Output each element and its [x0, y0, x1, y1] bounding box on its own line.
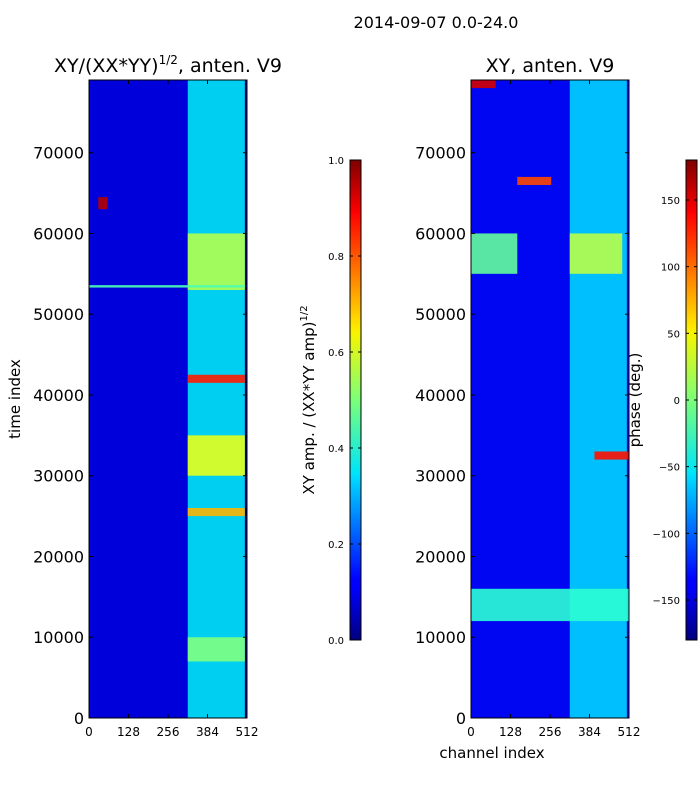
left-y-tick-label-4: 40000 [33, 386, 84, 405]
right-heatmap-band-4 [569, 233, 623, 274]
right-y-ticks: 0 10000 20000 30000 40000 50000 60000 70000 [415, 144, 629, 728]
left-heatmap-band-5 [187, 374, 245, 383]
left-x-tick-label-3: 384 [196, 725, 219, 739]
left-colorbar-tick-label-5: 1.0 [328, 156, 344, 167]
right-colorbar-tick-label-1: −100 [653, 529, 680, 540]
left-colorbar-tick-label-0: 0.0 [328, 636, 344, 647]
left-y-ticks: 0 10000 20000 30000 40000 50000 60000 70000 [33, 144, 247, 728]
right-x-tick-label-0: 0 [467, 725, 475, 739]
left-x-tick-label-1: 128 [117, 725, 140, 739]
figure-suptitle: 2014-09-07 0.0-24.0 [354, 13, 519, 32]
left-ylabel: time index [6, 359, 24, 439]
right-x-tick-label-4: 512 [618, 725, 641, 739]
left-colorbar-tick-label-1: 0.2 [328, 540, 344, 551]
right-heatmap-band-5 [517, 176, 552, 185]
left-title-main: XY/(XX*YY) [54, 55, 159, 77]
right-panel: XY, anten. V9 0 128 256 384 512 0 10000 20000 3… [415, 55, 640, 762]
left-heatmap-band-3 [187, 508, 245, 517]
right-x-tick-label-2: 256 [539, 725, 562, 739]
left-heatmap-band-1 [187, 80, 245, 718]
left-colorbar-tick-label-3: 0.6 [328, 348, 344, 359]
left-heatmap-bands [89, 80, 245, 718]
right-y-tick-label-3: 30000 [415, 467, 466, 486]
right-colorbar-tick-label-5: 100 [661, 263, 680, 274]
left-panel: XY/(XX*YY)1/2, anten. V9 0 128 256 384 512 0… [6, 53, 282, 739]
left-y-tick-label-7: 70000 [33, 144, 84, 163]
left-colorbar-label: XY amp. / (XX*YY amp)1/2 [299, 305, 318, 494]
right-y-tick-label-4: 40000 [415, 386, 466, 405]
left-x-ticks: 0 128 256 384 512 [85, 80, 258, 739]
left-heatmap-band-4 [187, 435, 245, 476]
right-y-tick-label-0: 0 [456, 709, 466, 728]
right-heatmap-band-3 [471, 233, 518, 274]
right-colorbar-tick-label-6: 150 [661, 196, 680, 207]
left-heatmap-band-7 [89, 285, 245, 288]
right-heatmap-band-7 [471, 80, 496, 89]
right-heatmap-bands [471, 80, 629, 718]
left-y-tick-label-5: 50000 [33, 305, 84, 324]
left-heatmap-band-8 [98, 197, 108, 210]
left-y-tick-label-0: 0 [74, 709, 84, 728]
left-heatmap-band-6 [187, 233, 245, 290]
left-colorbar-ticks: 0.0 0.2 0.4 0.6 0.8 1.0 [328, 156, 361, 647]
left-colorbar-label-main: XY amp. / (XX*YY amp) [300, 322, 318, 495]
right-colorbar-ticks: −150 −100 −50 0 50 100 150 [653, 196, 697, 607]
right-y-tick-label-2: 20000 [415, 547, 466, 566]
right-colorbar-tick-label-3: 0 [674, 396, 680, 407]
right-colorbar-tick-label-0: −150 [653, 596, 680, 607]
right-colorbar-tick-label-4: 50 [667, 329, 680, 340]
right-xlabel: channel index [439, 744, 544, 762]
right-y-tick-label-1: 10000 [415, 628, 466, 647]
left-colorbar: 0.0 0.2 0.4 0.6 0.8 1.0 XY amp. / (XX*YY amp)… [299, 156, 362, 647]
left-x-tick-label-4: 512 [236, 725, 259, 739]
right-heatmap-band-1 [569, 80, 627, 718]
right-x-tick-label-3: 384 [578, 725, 601, 739]
left-y-tick-label-3: 30000 [33, 467, 84, 486]
right-heatmap-band-2 [471, 588, 629, 622]
right-title: XY, anten. V9 [486, 55, 615, 77]
right-y-tick-label-7: 70000 [415, 144, 466, 163]
right-y-tick-label-5: 50000 [415, 305, 466, 324]
left-x-tick-label-0: 0 [85, 725, 93, 739]
left-colorbar-label-sup: 1/2 [299, 305, 310, 321]
left-heatmap-band-2 [187, 637, 245, 662]
right-y-tick-label-6: 60000 [415, 224, 466, 243]
left-y-tick-label-6: 60000 [33, 224, 84, 243]
right-colorbar-label: phase (deg.) [626, 353, 644, 448]
left-y-tick-label-2: 20000 [33, 547, 84, 566]
left-title: XY/(XX*YY)1/2, anten. V9 [54, 53, 282, 77]
left-y-tick-label-1: 10000 [33, 628, 84, 647]
left-title-sup: 1/2 [159, 53, 178, 67]
left-colorbar-tick-label-2: 0.4 [328, 444, 344, 455]
right-colorbar-tick-label-2: −50 [659, 463, 680, 474]
left-colorbar-tick-label-4: 0.8 [328, 252, 344, 263]
right-colorbar: −150 −100 −50 0 50 100 150 phase (deg.) [626, 159, 698, 641]
right-x-ticks: 0 128 256 384 512 [467, 80, 640, 739]
left-x-tick-label-2: 256 [157, 725, 180, 739]
right-heatmap-band-6 [594, 451, 629, 460]
right-x-tick-label-1: 128 [499, 725, 522, 739]
left-colorbar-gradient [349, 159, 362, 641]
left-title-suffix: , anten. V9 [178, 55, 282, 77]
left-heatmap-band-0 [89, 80, 188, 718]
